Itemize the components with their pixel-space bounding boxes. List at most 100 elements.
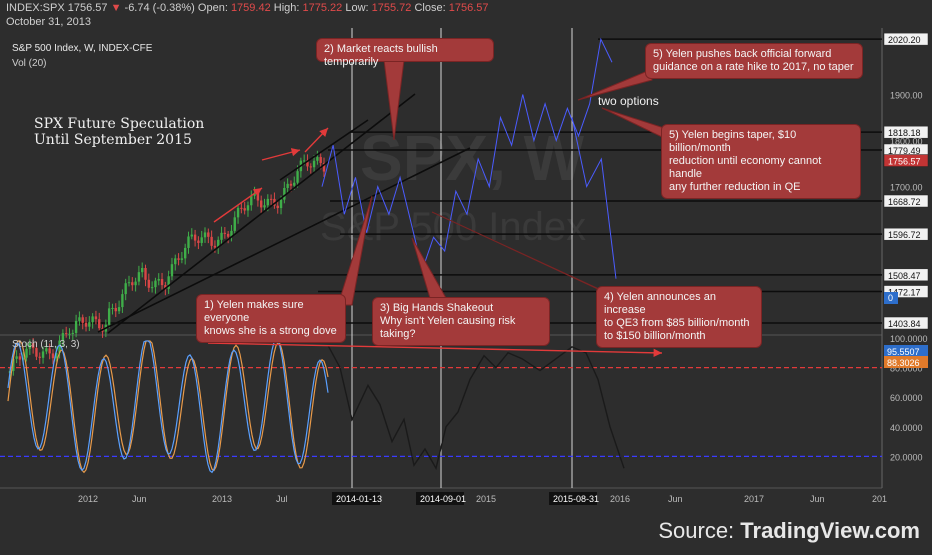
candle-body	[51, 353, 55, 359]
candle-body	[296, 171, 299, 183]
candle-body	[127, 282, 131, 284]
low-value: 1755.72	[371, 2, 412, 14]
candle-body	[217, 239, 220, 248]
candle-body	[68, 333, 71, 335]
candle-body	[240, 207, 243, 209]
candle-body	[55, 352, 58, 359]
candle-body	[164, 285, 167, 289]
candle-body	[316, 157, 319, 161]
x-tick-2016-8: 2016	[610, 494, 630, 504]
x-tick-Jun-1: Jun	[132, 494, 147, 504]
candle-body	[137, 272, 141, 282]
x-tick-badge-2015-08-31	[549, 492, 597, 505]
stoch-tick-40.0000: 40.0000	[890, 423, 923, 433]
candle-body	[266, 198, 270, 206]
candle-body	[94, 316, 98, 320]
speculation-title-line1: SPX Future Speculation	[34, 116, 205, 132]
source-credit: Source: TradingView.com	[658, 518, 920, 544]
stoch-badge-label-0: 95.5507	[887, 347, 920, 357]
candle-body	[177, 258, 180, 260]
callout-3: 3) Big Hands Shakeout Why isn't Yelen ca…	[372, 297, 550, 346]
callout-4-line2: to QE3 from $85 billion/month	[604, 317, 750, 329]
candle-body	[210, 236, 213, 246]
level-label-1472.17: 1472.17	[888, 288, 921, 298]
candle-body	[111, 307, 114, 309]
candle-body	[197, 240, 200, 243]
header-date: October 31, 2013	[6, 16, 92, 28]
candle-body	[18, 356, 22, 360]
candle-body	[84, 322, 88, 327]
candle-body	[183, 247, 187, 259]
candle-body	[213, 245, 217, 248]
candle-body	[276, 205, 279, 209]
candle-body	[117, 307, 121, 312]
level-label-1818.18: 1818.18	[888, 128, 921, 138]
callout-5a-line1: 5) Yelen pushes back official forward	[653, 48, 832, 60]
level-label-1668.72: 1668.72	[888, 197, 921, 207]
candle-body	[154, 280, 157, 288]
candle-body	[45, 348, 48, 352]
volume-badge-label: 0	[888, 293, 893, 303]
x-tick-2013-2: 2013	[212, 494, 232, 504]
symbol: INDEX:SPX	[6, 2, 65, 14]
stoch-tick-20.0000: 20.0000	[890, 452, 923, 462]
stoch-tick-60.0000: 60.0000	[890, 393, 923, 403]
candle-body	[157, 279, 160, 281]
price-tick-1800.00: 1800.00	[890, 137, 923, 147]
low-label: Low:	[345, 2, 369, 14]
x-tick-2015-08-31: 2015-08-31	[553, 494, 599, 504]
candle-body	[236, 207, 240, 218]
callout-1-line1: 1) Yelen makes sure everyone	[204, 299, 304, 324]
source-prefix: Source:	[658, 518, 741, 543]
candle-body	[319, 157, 322, 163]
candle-body	[141, 268, 144, 273]
candle-body	[147, 279, 151, 288]
candle-body	[31, 343, 35, 349]
callout-4: 4) Yelen announces an increase to QE3 fr…	[596, 286, 762, 348]
price-tick-1700.00: 1700.00	[890, 183, 923, 193]
candle-body	[273, 198, 276, 206]
candle-body	[121, 294, 124, 308]
momentum-arrow-2	[304, 127, 329, 153]
candle-body	[190, 234, 193, 237]
callout-5b-line1: 5) Yelen begins taper, $10 billion/month	[669, 129, 797, 154]
callout-5b: 5) Yelen begins taper, $10 billion/month…	[661, 124, 861, 199]
candle-body	[256, 193, 260, 201]
callout-5a: 5) Yelen pushes back official forward gu…	[645, 43, 863, 79]
candle-body	[150, 287, 154, 289]
candle-body	[306, 160, 309, 167]
stoch-badge-label-1: 88.3026	[887, 358, 920, 368]
candle-body	[38, 356, 41, 358]
candle-body	[25, 348, 28, 358]
candle-body	[35, 348, 38, 357]
candle-body	[200, 237, 203, 243]
candle-body	[91, 316, 94, 323]
candle-body	[220, 232, 223, 240]
chart-title: S&P 500 Index, W, INDEX-CFE	[12, 43, 153, 54]
trendline-short	[279, 119, 369, 181]
candle-body	[15, 356, 18, 359]
candle-body	[263, 205, 266, 208]
level-badge-1668.72	[883, 194, 929, 208]
candle-body	[312, 160, 316, 168]
symbol-header: INDEX:SPX 1756.57 ▼ -6.74 (-0.38%) Open:…	[6, 2, 489, 14]
stoch-badge-1	[884, 356, 928, 368]
close-label: Close:	[414, 2, 446, 14]
candle-body	[279, 199, 283, 209]
stoch-projection-line	[327, 345, 625, 471]
candle-body	[160, 279, 164, 286]
level-label-1779.49: 1779.49	[888, 146, 921, 156]
candle-body	[269, 198, 273, 200]
candle-body	[170, 264, 174, 277]
candle-body	[283, 187, 286, 200]
candle-body	[260, 200, 263, 208]
candle-body	[74, 320, 78, 333]
candle-body	[286, 183, 289, 188]
close-value: 1756.57	[448, 2, 489, 14]
level-label-1508.47: 1508.47	[888, 271, 921, 281]
trendline-upper	[107, 93, 416, 334]
x-tick-Jul-3: Jul	[276, 494, 288, 504]
candle-body	[226, 233, 230, 237]
candle-body	[250, 195, 253, 206]
x-tick-Jun-11: Jun	[810, 494, 825, 504]
